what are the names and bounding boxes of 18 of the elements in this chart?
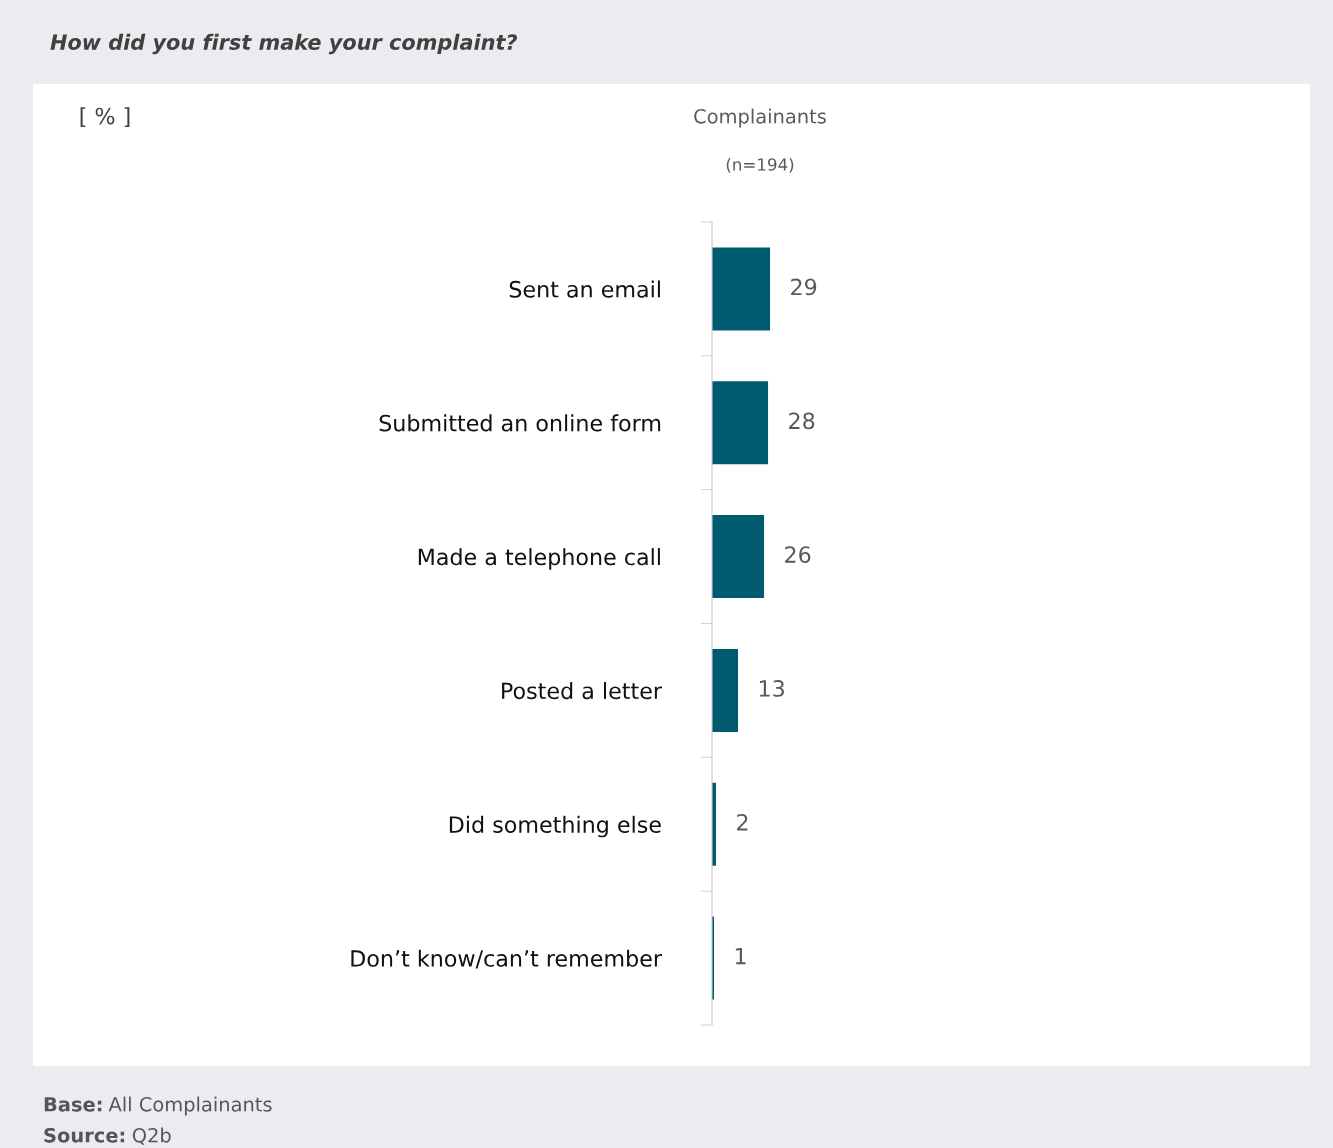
y-tick-label: Posted a letter	[502, 681, 662, 700]
data-label: 13	[759, 680, 784, 697]
y-tick-label: Submitted an online form	[379, 414, 661, 432]
chart-subtitle: Complainants	[694, 108, 826, 128]
data-label: 26	[785, 546, 811, 564]
y-tick-label: Sent an email	[509, 280, 660, 298]
text: How did you first make your complaint?	[50, 33, 517, 55]
data-label: 1	[735, 948, 746, 965]
y-tick-label: Made a telephone call	[418, 548, 660, 570]
text: Base: All Complainants	[44, 1096, 272, 1116]
source-note: Source: Q2b	[44, 1127, 171, 1145]
text: [ % ]	[80, 107, 130, 128]
y-tick-label: Don’t know/can’t remember	[351, 949, 663, 969]
y-tick-label: Did something else	[449, 815, 661, 838]
data-label: 2	[737, 813, 748, 831]
text: (n=194)	[726, 157, 794, 173]
data-label: 28	[789, 412, 815, 430]
data-label: 29	[791, 278, 817, 296]
